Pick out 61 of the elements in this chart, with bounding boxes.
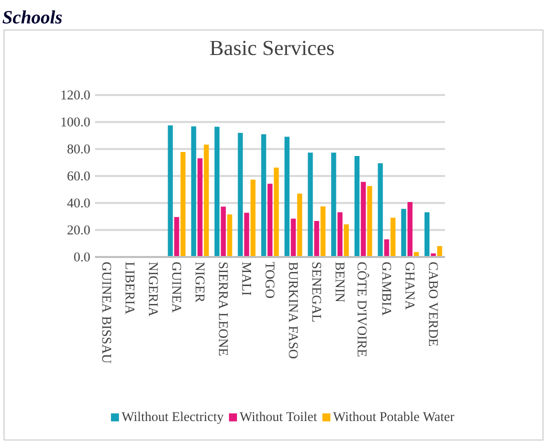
bar [424,212,430,257]
x-tick-label: SENEGAL [312,262,322,322]
bar [198,158,202,257]
x-tick-label: CÔTE D'IVOIRE [358,262,370,356]
bar [378,163,383,257]
bar [274,168,279,257]
x-tick-label: CABO VERDE [428,262,438,346]
bar [227,214,232,257]
bar [290,218,296,257]
x-tick-label: TOGO [266,262,274,298]
bar [238,132,243,257]
bar [191,126,196,257]
bar [320,206,326,257]
x-tick-label: GUINEA BISSAU [102,262,112,364]
y-tick-label: 60.0 [68,171,90,181]
bar [204,144,209,257]
legend-label: Wilthout Electricty [122,412,224,424]
x-tick-label: NIGER [196,262,204,302]
bar [354,156,360,257]
x-tick-label: LIBERIA [126,262,134,314]
bar [308,152,313,257]
bar [244,212,250,257]
bar [437,246,442,257]
bar [408,202,412,257]
chart-title: Basic Services [210,40,334,56]
bar [367,186,372,257]
y-tick-label: 80.0 [67,144,90,154]
legend-label: Without Toilet [240,412,318,422]
y-tick-label: 40.0 [67,198,90,208]
bar [314,220,320,257]
bar [174,217,180,257]
bar [284,136,290,257]
bar [180,152,186,257]
text: Schools [2,10,62,24]
bar [344,224,349,257]
y-tick-label: 100.0 [61,117,90,127]
y-tick-label: 0.0 [74,252,90,262]
x-tick-label: GAMBIA [382,262,392,316]
x-tick-label: GHANA [406,262,414,310]
bar [384,239,390,257]
x-tick-label: MALI [242,262,252,296]
bar [168,125,173,257]
bar [250,180,256,257]
bar [360,182,366,257]
x-tick-label: NIGERIA [148,262,158,316]
y-tick-label: 20.0 [68,225,90,235]
x-tick-label: SIERRA LEONE [218,262,228,356]
x-tick-label: BENIN [336,262,344,302]
x-tick-label: GUINEA [172,262,182,313]
bar [214,126,220,257]
legend-label: Without Potable Water [333,412,454,422]
bar [338,212,342,257]
y-tick-label: 120.0 [61,90,90,100]
bar [220,206,226,257]
bar [390,218,396,257]
bar [268,184,272,257]
bar [297,194,302,257]
bar [331,152,336,257]
x-tick-label: BURKINA FASO [288,262,298,358]
bar [401,208,406,257]
bar [261,134,266,257]
